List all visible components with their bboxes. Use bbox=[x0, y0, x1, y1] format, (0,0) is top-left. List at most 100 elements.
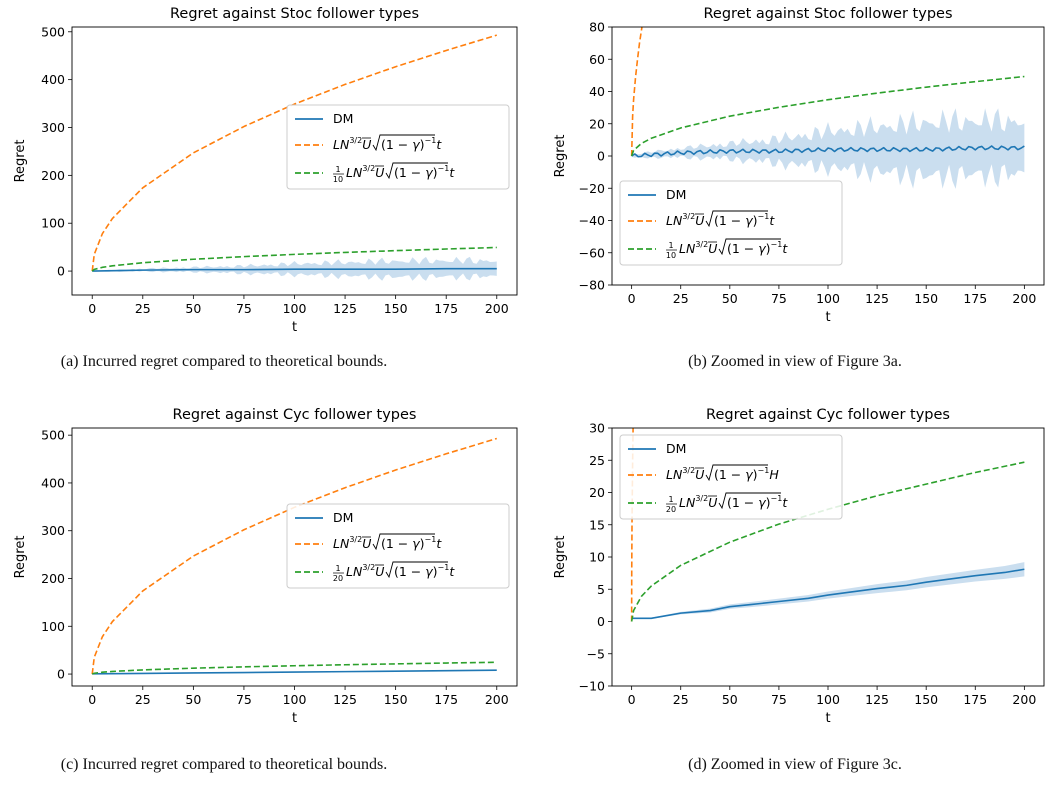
x-tick-label: 75 bbox=[771, 291, 787, 306]
svg-text:(1 − γ)−1t: (1 − γ)−1t bbox=[727, 240, 788, 256]
x-tick-label: 125 bbox=[865, 291, 889, 306]
y-tick-label: −40 bbox=[579, 213, 605, 228]
x-tick-label: 100 bbox=[283, 301, 307, 316]
y-tick-label: 30 bbox=[589, 421, 605, 436]
x-tick-label: 125 bbox=[333, 692, 357, 707]
svg-text:(1 − γ)−1H: (1 − γ)−1H bbox=[714, 466, 779, 482]
svg-text:LN3/2U: LN3/2U bbox=[333, 136, 371, 152]
x-tick-label: 50 bbox=[722, 692, 738, 707]
svg-text:(1 − γ)−1t: (1 − γ)−1t bbox=[394, 563, 455, 579]
x-tick-label: 0 bbox=[628, 692, 636, 707]
x-tick-label: 0 bbox=[628, 291, 636, 306]
x-tick-label: 50 bbox=[722, 291, 738, 306]
series-line-scaled-bound bbox=[91, 661, 497, 675]
y-tick-label: 0 bbox=[597, 614, 605, 629]
chart-title: Regret against Stoc follower types bbox=[170, 6, 419, 22]
x-tick-label: 150 bbox=[914, 692, 938, 707]
x-tick-label: 150 bbox=[384, 692, 408, 707]
legend-label-bound: LN^{3/2}Ū√((1−γ)^{−1}t)LN3/2U (1 − γ)−1t bbox=[666, 210, 775, 228]
y-axis-label: Regret bbox=[13, 536, 28, 579]
y-tick-label: 500 bbox=[41, 428, 65, 443]
series-line-bound bbox=[630, 27, 643, 157]
y-tick-label: 400 bbox=[41, 72, 65, 87]
x-tick-label: 75 bbox=[236, 301, 252, 316]
legend-label-dm: DM bbox=[666, 441, 686, 456]
legend-label-scaled-bound: 1/10 LN^{3/2}Ū√((1−γ)^{−1}t)110 LN3/2U (1 … bbox=[666, 238, 788, 260]
x-tick-label: 175 bbox=[963, 291, 987, 306]
svg-text:10: 10 bbox=[333, 175, 343, 184]
svg-text:1: 1 bbox=[668, 495, 673, 504]
x-tick-label: 75 bbox=[771, 692, 787, 707]
y-tick-label: 400 bbox=[41, 475, 65, 490]
chart-title: Regret against Cyc follower types bbox=[706, 407, 950, 423]
x-tick-label: 50 bbox=[185, 301, 201, 316]
y-tick-label: 300 bbox=[41, 120, 65, 135]
svg-text:1: 1 bbox=[335, 165, 340, 174]
chart-title: Regret against Cyc follower types bbox=[173, 407, 417, 423]
svg-text:LN3/2U: LN3/2U bbox=[666, 466, 704, 482]
x-tick-label: 0 bbox=[88, 692, 96, 707]
x-axis-label: t bbox=[292, 711, 297, 726]
x-tick-label: 125 bbox=[333, 301, 357, 316]
y-tick-label: 20 bbox=[589, 485, 605, 500]
chart-c: Regret against Cyc follower types 0 25 50 75… bbox=[13, 407, 518, 726]
y-tick-label: −20 bbox=[579, 181, 605, 196]
caption-d: (d) Zoomed in view of Figure 3c. bbox=[688, 756, 902, 773]
x-tick-label: 150 bbox=[384, 301, 408, 316]
legend-label-scaled-bound: 1/20 LN^{3/2}Ū√((1−γ)^{−1}t)120 LN3/2U (1 … bbox=[333, 561, 455, 583]
series-line-bound bbox=[91, 34, 498, 272]
svg-text:1: 1 bbox=[335, 564, 340, 573]
y-tick-label: −80 bbox=[579, 278, 605, 293]
y-tick-label: 200 bbox=[41, 571, 65, 586]
x-tick-label: 100 bbox=[816, 291, 840, 306]
svg-text:(1 − γ)−1t: (1 − γ)−1t bbox=[381, 136, 442, 152]
x-tick-label: 200 bbox=[485, 692, 509, 707]
svg-text:(1 − γ)−1t: (1 − γ)−1t bbox=[727, 494, 788, 510]
y-tick-label: 5 bbox=[597, 582, 605, 597]
legend-label-bound: LN^{3/2}Ū√((1−γ)^{−1}H)LN3/2U (1 − γ)−1H bbox=[666, 464, 779, 482]
svg-text:(1 − γ)−1t: (1 − γ)−1t bbox=[714, 212, 775, 228]
svg-text:LN3/2U: LN3/2U bbox=[679, 240, 717, 256]
x-tick-label: 100 bbox=[283, 692, 307, 707]
legend-label-bound: LN^{3/2}Ū√((1−γ)^{−1}t)LN3/2U (1 − γ)−1t bbox=[333, 533, 442, 551]
y-tick-label: 0 bbox=[57, 264, 65, 279]
x-tick-label: 175 bbox=[963, 692, 987, 707]
legend-label-bound: LN^{3/2}Ū√((1−γ)^{−1}t)LN3/2U (1 − γ)−1t bbox=[333, 134, 442, 152]
x-tick-label: 50 bbox=[185, 692, 201, 707]
y-tick-label: 15 bbox=[589, 517, 605, 532]
x-tick-label: 100 bbox=[816, 692, 840, 707]
y-tick-label: −5 bbox=[587, 646, 605, 661]
y-tick-label: 300 bbox=[41, 523, 65, 538]
x-tick-label: 75 bbox=[236, 692, 252, 707]
svg-text:10: 10 bbox=[666, 251, 676, 260]
series-line-dm bbox=[92, 267, 497, 272]
y-tick-label: −60 bbox=[579, 245, 605, 260]
caption-c: (c) Incurred regret compared to theoreti… bbox=[60, 756, 388, 773]
svg-text:1: 1 bbox=[668, 241, 673, 250]
series-line-dm bbox=[631, 145, 1025, 158]
svg-text:20: 20 bbox=[666, 505, 676, 514]
y-tick-label: 20 bbox=[589, 116, 605, 131]
x-tick-label: 175 bbox=[434, 692, 458, 707]
x-tick-label: 25 bbox=[135, 692, 151, 707]
x-tick-label: 200 bbox=[1012, 692, 1036, 707]
legend-label-dm: DM bbox=[333, 510, 353, 525]
y-tick-label: 0 bbox=[597, 149, 605, 164]
y-tick-label: 100 bbox=[41, 619, 65, 634]
series-line-bound bbox=[630, 428, 634, 622]
series-line-scaled-bound bbox=[630, 75, 1025, 157]
y-axis-label: Regret bbox=[13, 140, 28, 183]
svg-text:LN3/2U: LN3/2U bbox=[333, 535, 371, 551]
svg-text:LN3/2U: LN3/2U bbox=[666, 212, 704, 228]
y-axis-label: Regret bbox=[553, 135, 568, 178]
y-tick-label: 200 bbox=[41, 168, 65, 183]
legend-label-scaled-bound: 1/20 LN^{3/2}Ū√((1−γ)^{−1}t)120 LN3/2U (1 … bbox=[666, 492, 788, 514]
svg-text:(1 − γ)−1t: (1 − γ)−1t bbox=[381, 535, 442, 551]
x-tick-label: 0 bbox=[88, 301, 96, 316]
x-tick-label: 25 bbox=[673, 692, 689, 707]
